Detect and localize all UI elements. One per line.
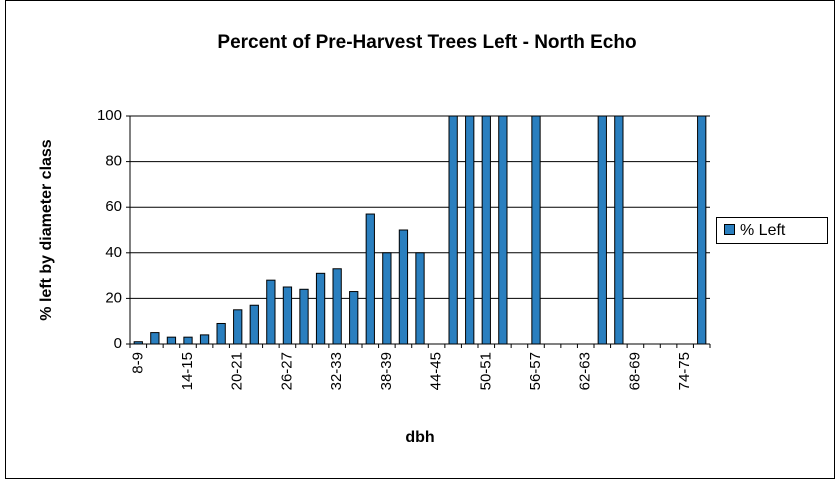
bar xyxy=(233,309,243,345)
legend-swatch xyxy=(724,224,735,235)
bar xyxy=(199,334,210,345)
x-tick-label: 38-39 xyxy=(378,352,395,390)
bar xyxy=(415,252,425,345)
bar xyxy=(282,286,293,345)
x-tick-label: 56-57 xyxy=(527,352,544,390)
bar xyxy=(531,115,541,345)
x-tick-label: 8-9 xyxy=(129,352,146,374)
y-tick-label: 60 xyxy=(105,198,122,215)
bar xyxy=(299,288,309,345)
x-tick-label: 68-69 xyxy=(626,352,643,390)
bar xyxy=(498,115,508,345)
bar xyxy=(481,115,491,345)
bar xyxy=(448,115,458,345)
bar xyxy=(133,341,143,345)
chart-title: Percent of Pre-Harvest Trees Left - Nort… xyxy=(217,32,636,53)
x-tick-label: 50-51 xyxy=(477,352,494,390)
y-tick-label: 80 xyxy=(105,153,122,170)
x-tick-label: 32-33 xyxy=(328,352,345,390)
bar xyxy=(382,252,392,345)
x-tick-label: 20-21 xyxy=(229,352,246,390)
bar xyxy=(315,272,326,345)
bar xyxy=(614,115,624,345)
bar xyxy=(166,336,177,345)
y-tick-label: 100 xyxy=(97,107,122,124)
bar xyxy=(697,115,707,345)
bar xyxy=(266,279,276,345)
bar xyxy=(150,332,160,345)
bar xyxy=(597,115,607,345)
x-tick-label: 74-75 xyxy=(676,352,693,390)
bar xyxy=(216,322,226,345)
x-axis-label: dbh xyxy=(405,429,434,446)
bar xyxy=(465,115,475,345)
bar xyxy=(332,268,342,345)
y-axis-label: % left by diameter class xyxy=(38,139,55,321)
bar xyxy=(349,291,359,345)
bar xyxy=(249,304,259,345)
legend-label: % Left xyxy=(740,222,786,239)
x-tick-label: 44-45 xyxy=(428,352,445,390)
x-tick-label: 62-63 xyxy=(577,352,594,390)
y-tick-label: 40 xyxy=(105,244,122,261)
bar xyxy=(398,229,409,345)
bar xyxy=(183,336,193,345)
chart-border xyxy=(5,0,835,479)
x-tick-label: 14-15 xyxy=(179,352,196,390)
bar xyxy=(365,213,375,345)
y-tick-label: 20 xyxy=(105,289,122,306)
x-tick-label: 26-27 xyxy=(278,352,295,390)
y-tick-label: 0 xyxy=(114,335,122,352)
